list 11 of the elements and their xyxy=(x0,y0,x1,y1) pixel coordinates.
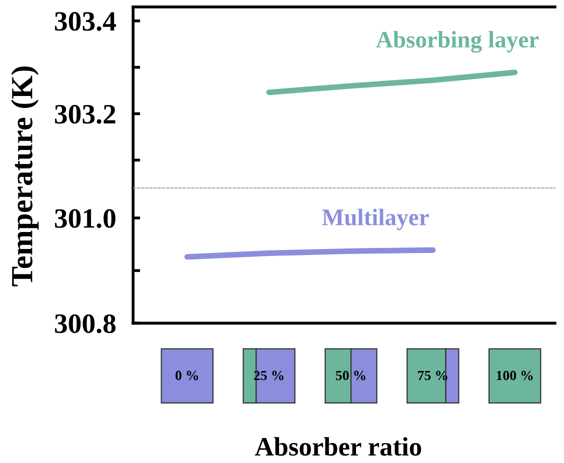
x-tick-label: 50 % xyxy=(336,370,366,380)
y-tick-label: 300.8 xyxy=(54,314,116,334)
series-label: Absorbing layer xyxy=(376,31,539,53)
x-tick-label: 0 % xyxy=(176,370,198,380)
y-tick-label: 301.0 xyxy=(54,209,116,228)
y-axis-title: Temperature (K) xyxy=(10,66,39,286)
x-axis-title: Absorber ratio xyxy=(254,437,422,456)
x-tick-label: 100 % xyxy=(496,370,533,380)
series-label: Multilayer xyxy=(322,208,429,230)
y-tick-label: 303.4 xyxy=(54,12,116,31)
y-tick-label: 303.2 xyxy=(54,104,116,124)
